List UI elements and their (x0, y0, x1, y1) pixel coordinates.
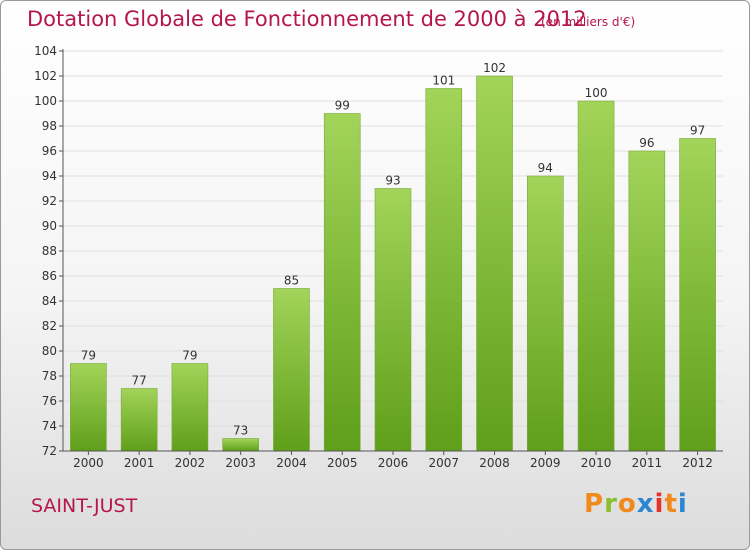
data-label: 96 (639, 136, 654, 150)
x-tick-label: 2007 (428, 456, 459, 470)
y-tick-label: 100 (34, 94, 57, 108)
y-tick-label: 90 (42, 219, 57, 233)
y-tick-label: 102 (34, 69, 57, 83)
bar (273, 288, 310, 452)
data-label: 99 (335, 99, 350, 113)
bar (171, 363, 209, 452)
x-tick-label: 2001 (124, 456, 155, 470)
x-tick-label: 2011 (632, 456, 663, 470)
data-label: 79 (182, 349, 197, 363)
chart-unit-note: (en milliers d'€) (541, 15, 636, 29)
y-tick-label: 94 (42, 169, 57, 183)
x-tick-label: 2005 (327, 456, 358, 470)
x-tick-label: 2012 (682, 456, 713, 470)
y-tick-label: 78 (42, 369, 57, 383)
x-tick-label: 2008 (479, 456, 510, 470)
logo-letter: t (664, 489, 678, 519)
y-tick-label: 86 (42, 269, 57, 283)
logo-letter: i (677, 489, 688, 519)
y-tick-label: 96 (42, 144, 57, 158)
y-tick-label: 82 (42, 319, 57, 333)
data-label: 93 (385, 174, 400, 188)
bar (323, 113, 361, 452)
y-tick-label: 84 (42, 294, 57, 308)
x-tick-label: 2009 (530, 456, 561, 470)
bar (527, 175, 564, 452)
data-label: 101 (432, 74, 455, 88)
x-tick-label: 2002 (175, 456, 206, 470)
x-tick-label: 2006 (378, 456, 409, 470)
y-tick-label: 88 (42, 244, 57, 258)
data-label: 73 (233, 424, 248, 438)
data-label: 94 (538, 161, 553, 175)
bar (577, 100, 615, 452)
data-label: 79 (81, 349, 96, 363)
x-tick-label: 2004 (276, 456, 307, 470)
y-tick-label: 98 (42, 119, 57, 133)
y-tick-label: 92 (42, 194, 57, 208)
y-tick-label: 72 (42, 444, 57, 458)
bar (425, 88, 463, 452)
bar (222, 438, 259, 452)
data-label: 77 (132, 374, 147, 388)
axes: 72 74 76 78 80 82 84 86 88 90 92 94 96 98 100 102 104 200… (34, 44, 723, 470)
bar (374, 188, 412, 452)
data-label: 100 (585, 86, 608, 100)
bars: 79 77 79 73 85 99 93 101 102 94 100 96 97 (70, 61, 716, 452)
y-tick-label: 74 (42, 419, 57, 433)
logo-letter: o (617, 489, 637, 519)
x-tick-label: 2010 (581, 456, 612, 470)
bar (476, 75, 513, 452)
bar (628, 150, 666, 452)
logo-letter: x (636, 489, 655, 519)
logo-letter: P (584, 489, 605, 519)
y-tick-label: 104 (34, 44, 57, 58)
y-tick-label: 80 (42, 344, 57, 358)
data-label: 102 (483, 61, 506, 75)
bar (120, 388, 158, 452)
data-label: 85 (284, 274, 299, 288)
logo-letter: r (604, 489, 618, 519)
y-tick-label: 76 (42, 394, 57, 408)
x-tick-label: 2003 (225, 456, 256, 470)
commune-name: SAINT-JUST (31, 495, 138, 517)
proxiti-logo: Proxiti (584, 489, 688, 519)
bar (70, 363, 107, 452)
x-tick-label: 2000 (73, 456, 104, 470)
logo-letter: i (654, 489, 665, 519)
chart-title: Dotation Globale de Fonctionnement de 20… (27, 7, 587, 31)
bar (679, 138, 716, 452)
data-label: 97 (690, 124, 705, 138)
